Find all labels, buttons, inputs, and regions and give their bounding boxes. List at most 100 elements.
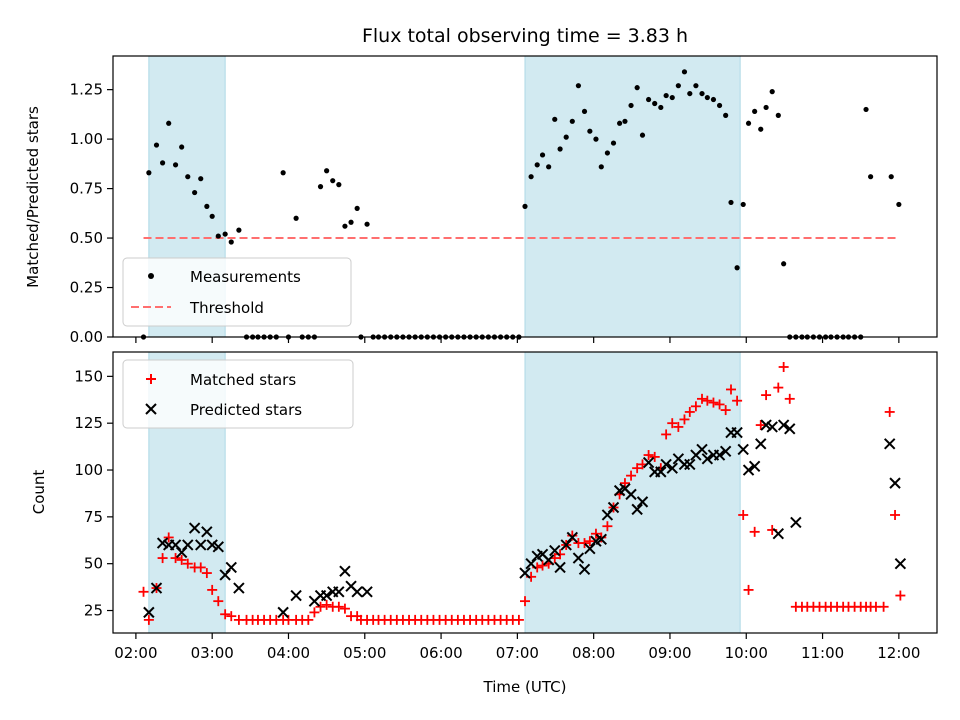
matched-star-point [738, 509, 749, 520]
predicted-star-point [742, 464, 755, 476]
measurement-point [575, 83, 582, 89]
measurement-point [710, 96, 717, 103]
predicted-star-point [883, 438, 896, 450]
bottom-legend: Matched stars Predicted stars [122, 359, 354, 429]
measurement-point [557, 146, 563, 152]
axes-frame [112, 351, 938, 634]
matched-star-point [726, 384, 736, 395]
predicted-star-point [277, 606, 289, 619]
axes-frame [112, 55, 938, 338]
y-tick-label: 0.25 [70, 279, 103, 297]
matched-star-point [579, 538, 590, 549]
matched-star-point [773, 382, 784, 393]
y-tick-label: 0.00 [70, 328, 103, 346]
matched-star-point [555, 549, 566, 560]
measurement-point [348, 219, 354, 225]
predicted-star-point [642, 456, 655, 469]
matched-star-point [884, 406, 895, 417]
measurement-point [153, 142, 160, 148]
matched-star-point [755, 420, 766, 431]
predicted-star-point [320, 589, 333, 602]
measurement-point [622, 118, 628, 124]
predicted-star-point [636, 496, 649, 508]
measurement-point [146, 170, 152, 176]
x-tick-label: 05:00 [343, 644, 386, 662]
predicted-star-point [195, 539, 207, 551]
predicted-stars-points [143, 419, 907, 619]
predicted-star-point [701, 453, 714, 465]
y-tick-label: 1.00 [70, 130, 103, 148]
y-tick-label: 1.25 [70, 81, 103, 99]
matched-star-point [143, 614, 154, 625]
measurement-point [280, 170, 286, 176]
measurement-point [336, 182, 342, 188]
panel-top: 0.00 0.25 0.50 0.75 1.00 1.25 Matched/Predict… [24, 55, 938, 346]
shaded-interval [524, 55, 741, 338]
measurement-points [140, 69, 902, 340]
matched-star-point [584, 536, 595, 547]
matched-star-point [567, 530, 578, 541]
predicted-star-point [631, 503, 643, 516]
predicted-star-point [655, 466, 667, 478]
matched-star-point [778, 361, 789, 372]
matched-star-point [702, 395, 713, 406]
x-tick-label: 12:00 [877, 644, 920, 662]
predicted-star-point [772, 528, 785, 540]
predicted-star-point [333, 586, 345, 598]
measurement-point [581, 108, 588, 115]
measurement-point [534, 162, 540, 168]
measurement-point [598, 164, 604, 170]
x-tick-label: 03:00 [191, 644, 234, 662]
predicted-star-point [894, 557, 907, 570]
matched-star-point [720, 405, 731, 416]
matched-star-point [195, 562, 206, 573]
predicted-star-point [572, 552, 585, 564]
matched-star-point [590, 528, 601, 539]
measurement-point [209, 213, 215, 219]
x-tick-label: 11:00 [801, 644, 844, 662]
predicted-star-point [290, 589, 302, 602]
measurement-point [317, 184, 324, 190]
measurement-point [522, 203, 528, 209]
y-tick-label: 50 [84, 555, 103, 573]
measurement-point [342, 223, 348, 229]
measurement-point [569, 118, 575, 124]
measurement-point [758, 126, 764, 132]
predicted-star-point [713, 449, 726, 461]
measurement-point [658, 104, 664, 111]
measurement-point [716, 102, 723, 109]
legend-predicted-stars: Predicted stars [190, 401, 302, 419]
measurement-point [610, 140, 617, 146]
matched-star-point [513, 614, 524, 625]
matched-star-point [309, 607, 320, 618]
matched-star-point [697, 393, 708, 404]
predicted-star-point [790, 516, 802, 529]
measurement-point [222, 231, 228, 237]
predicted-star-point [566, 531, 579, 544]
measurement-point [781, 261, 787, 267]
measurement-point [663, 92, 669, 99]
predicted-star-point [542, 554, 555, 566]
measurement-point [324, 168, 330, 174]
x-axis-label: Time (UTC) [483, 678, 567, 696]
predicted-star-point [225, 561, 237, 574]
measurement-point [896, 201, 902, 208]
measurement-point [863, 106, 869, 113]
measurement-point [740, 201, 746, 208]
y-tick-label: 125 [74, 414, 103, 432]
matched-star-point [667, 418, 678, 429]
matched-star-point [626, 470, 637, 481]
matched-star-point [743, 584, 754, 595]
chart-title: Flux total observing time = 3.83 h [362, 25, 688, 47]
legend-matched-stars: Matched stars [190, 371, 296, 389]
legend-measurements: Measurements [190, 268, 301, 286]
predicted-star-point [351, 586, 363, 598]
measurement-point [172, 162, 179, 168]
y-tick-label: 25 [84, 602, 103, 620]
measurement-point [752, 108, 758, 115]
measurement-point [198, 176, 204, 182]
measurement-point [236, 227, 242, 233]
matched-star-point [643, 450, 654, 461]
predicted-star-point [188, 522, 201, 534]
measurement-point [763, 104, 769, 111]
